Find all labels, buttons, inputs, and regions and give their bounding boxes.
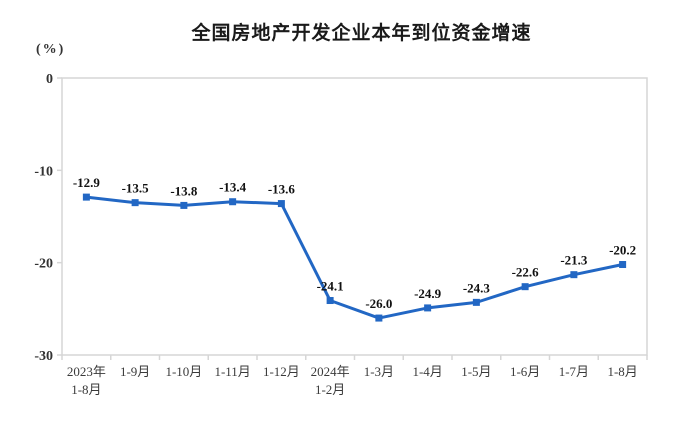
data-point-marker — [570, 271, 578, 279]
line-series — [86, 195, 623, 320]
y-axis-tick-label: -30 — [34, 349, 53, 364]
data-point-marker — [131, 199, 139, 207]
x-axis-label: 1-10月 — [165, 364, 202, 379]
chart-title: 全国房地产开发企业本年到位资金增速 — [191, 23, 532, 44]
data-point-marker — [375, 314, 383, 322]
data-point-marker — [180, 201, 188, 209]
data-point-marker — [619, 261, 627, 269]
data-point-label: -12.9 — [73, 175, 101, 190]
plot-border — [61, 77, 648, 356]
y-axis-tick-label: -10 — [34, 164, 53, 179]
data-point-marker — [326, 297, 334, 305]
x-axis-label: 1-12月 — [263, 364, 300, 379]
x-axis-label: 1-7月 — [559, 364, 589, 379]
data-point-label: -13.8 — [170, 183, 198, 198]
x-axis-label: 1-5月 — [461, 364, 491, 379]
x-axis-label: 1-2月 — [315, 382, 345, 397]
data-point-label: -22.6 — [512, 265, 540, 280]
data-point-label: -26.0 — [365, 296, 392, 311]
data-point-marker — [424, 304, 432, 312]
x-axis-label: 1-8月 — [607, 364, 637, 379]
data-point-marker — [521, 283, 529, 291]
data-point-marker — [472, 298, 480, 306]
data-point-label: -13.4 — [219, 180, 247, 195]
data-point-marker — [277, 200, 285, 208]
x-axis-label: 1-11月 — [214, 364, 250, 379]
x-axis-label: 1-9月 — [120, 364, 150, 379]
data-point-label: -24.9 — [414, 286, 442, 301]
y-axis-unit-label: (%) — [36, 42, 66, 57]
x-axis-label: 1-4月 — [412, 364, 442, 379]
x-axis-label: 1-8月 — [71, 382, 101, 397]
data-point-label: -20.2 — [609, 243, 636, 258]
x-axis-label: 2024年 — [311, 364, 350, 379]
data-point-label: -21.3 — [560, 253, 588, 268]
x-axis-label: 2023年 — [67, 364, 106, 379]
x-axis-label: 1-6月 — [510, 364, 540, 379]
data-point-marker — [229, 198, 237, 206]
data-point-label: -24.1 — [317, 279, 344, 294]
y-axis-tick-label: 0 — [46, 72, 53, 87]
data-point-label: -13.6 — [268, 182, 296, 197]
y-axis-tick-label: -20 — [34, 257, 53, 272]
data-point-marker — [82, 193, 90, 201]
x-axis-label: 1-3月 — [364, 364, 394, 379]
data-point-label: -13.5 — [122, 181, 150, 196]
data-point-label: -24.3 — [463, 280, 491, 295]
